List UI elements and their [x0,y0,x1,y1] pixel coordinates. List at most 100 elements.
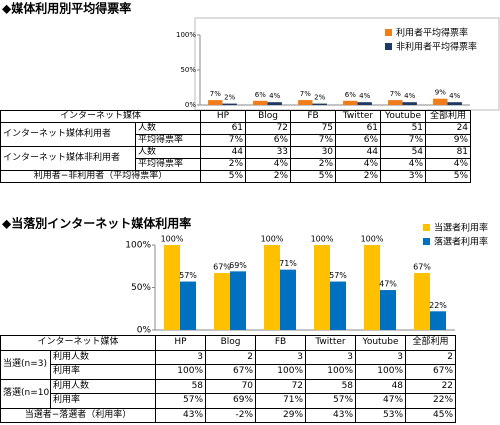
bar [402,102,417,105]
category-header: 全部利用 [405,335,457,351]
value-label: 7% [390,90,401,98]
table-cell: 9% [425,134,472,147]
table-cell: 5% [290,170,337,183]
bar [298,100,313,105]
table-cell: 58 [155,378,207,394]
table-cell: 7% [200,134,247,147]
value-label: 100% [161,235,184,244]
bar [214,273,230,330]
table-cell: 61 [200,122,247,135]
bar [430,311,446,330]
legend-swatch [423,224,430,231]
value-label: 22% [429,301,447,310]
bar [380,290,396,330]
value-label: 57% [329,271,347,280]
table-cell: 44 [200,146,247,159]
bar [330,281,346,330]
table-cell: 4% [380,158,427,171]
table-cell: 100% [255,364,307,380]
value-label: 2% [314,94,325,102]
table-cell: 5% [200,170,247,183]
table-cell: 61 [335,122,382,135]
row-label: 利用人数 [49,378,157,394]
category-header: Blog [205,335,257,351]
table-cell: 51 [380,122,427,135]
table-cell: 100% [155,364,207,380]
category-header: FB [255,335,307,351]
category-header: FB [290,110,337,123]
table-cell: 81 [425,146,472,159]
bar [447,102,462,105]
table-row: 当選者−落選者（利用率） 43% -2% 29% 43% 53% 45% [0,407,457,423]
table-row: インターネット媒体 HP Blog FB Twitter Youtube 全部利用 [0,110,472,123]
table-cell: 22 [405,378,457,394]
value-label: 100% [261,235,284,244]
category-header: Twitter [335,110,382,123]
row-label: 人数 [134,122,202,135]
table-cell: 57% [305,393,357,409]
table-cell: 57% [155,393,207,409]
table-row: インターネット媒体非利用者 人数 44 33 30 44 54 81 [0,146,472,171]
table-row: 平均得票率 7% 6% 7% 6% 7% 9% [1,134,472,147]
table-cell: 67% [405,364,457,380]
table-cell: 72 [245,122,292,135]
table-cell: 4% [425,158,472,171]
table-cell: 48 [355,378,407,394]
table-row: 当選(n=3) 利用人数 3 2 3 3 3 2 [0,349,457,380]
value-label: 71% [279,259,297,268]
legend-label: 利用者平均得票率 [396,27,468,39]
bar [314,245,330,330]
table-cell: 43% [305,407,357,423]
table-cell: 2 [205,349,257,365]
value-label: 7% [300,90,311,98]
row-label: 利用率 [49,393,157,409]
table-cell: 3 [355,349,407,365]
row-group: インターネット媒体利用者 [0,122,136,147]
table-cell: 47% [355,393,407,409]
category-header: Youtube [355,335,407,351]
value-label: 2% [224,94,235,102]
value-label: 6% [255,91,266,99]
y-tick-label: 0% [137,326,152,336]
data-table: インターネット媒体 HP Blog FB Twitter Youtube 全部利用 インターネ… [0,110,472,183]
table-cell: 70 [205,378,257,394]
category-header: Youtube [380,110,427,123]
table-cell: 29% [255,407,307,423]
table-cell: 4% [335,158,382,171]
value-label: 57% [179,271,197,280]
table-cell: 53% [355,407,407,423]
table-cell: 44 [335,146,382,159]
value-label: 47% [379,280,397,289]
category-header: HP [155,335,207,351]
table-cell: 2% [290,158,337,171]
value-label: 9% [435,89,446,97]
row-label: 人数 [134,146,202,159]
row-label: 利用人数 [49,349,157,365]
table-cell: 30 [290,146,337,159]
value-label: 69% [229,261,247,270]
row-label: 利用者−非利用者（平均得票率） [0,170,202,183]
category-header: Blog [245,110,292,123]
row-group: 当選(n=3) [0,349,51,380]
row-label: 平均得票率 [134,134,202,147]
bar [414,273,430,330]
table-cell: 6% [245,134,292,147]
value-label: 100% [311,235,334,244]
table-cell: -2% [205,407,257,423]
table-row: インターネット媒体 HP Blog FB Twitter Youtube 全部利用 [0,335,457,351]
table-cell: 2% [245,170,292,183]
value-label: 100% [361,235,384,244]
table-cell: 2% [200,158,247,171]
table-cell: 72 [255,378,307,394]
bar [253,100,268,105]
category-header: 全部利用 [425,110,472,123]
y-tick-label: 50% [131,283,151,293]
bar [208,100,223,105]
table-cell: 2% [335,170,382,183]
table-cell: 2 [405,349,457,365]
bar [267,102,282,105]
bar [264,245,280,330]
table-cell: 54 [380,146,427,159]
value-label: 6% [345,91,356,99]
